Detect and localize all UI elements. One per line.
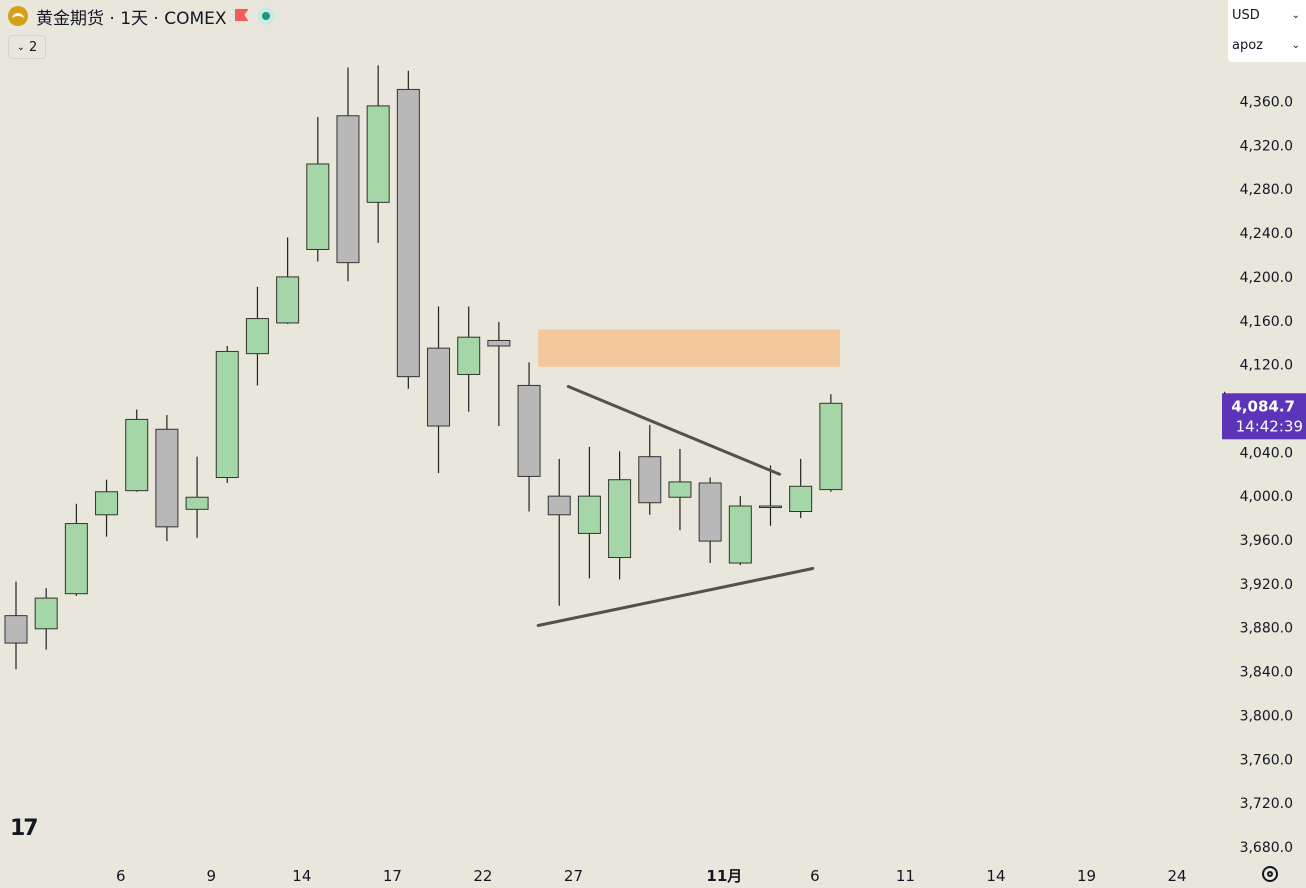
indicators-collapse-button[interactable]: ⌄ 2 — [8, 35, 46, 59]
candle-body — [427, 347, 451, 427]
y-tick-label: 3,680.0 — [1240, 840, 1293, 856]
candle-body — [759, 505, 782, 509]
chevron-down-icon: ⌄ — [1291, 9, 1300, 21]
candle-body — [276, 276, 300, 324]
settings-icon[interactable] — [1262, 866, 1278, 882]
chevron-down-icon: ⌄ — [16, 41, 26, 53]
candle-body — [245, 318, 269, 355]
y-tick-label: 4,160.0 — [1240, 314, 1293, 330]
countdown-timer: 14:42:39 — [1236, 417, 1303, 435]
unit-value: apoz — [1232, 37, 1263, 53]
x-tick-label: 17 — [383, 867, 402, 885]
candle-body — [668, 481, 692, 498]
y-tick-label: 4,280.0 — [1240, 182, 1293, 198]
candle-body — [396, 88, 420, 378]
candle-body — [336, 115, 360, 264]
currency-value: USD — [1232, 7, 1260, 23]
x-tick-label: 22 — [473, 867, 492, 885]
symbol-title[interactable]: 黄金期货 · 1天 · COMEX — [36, 8, 227, 29]
y-tick-label: 3,840.0 — [1240, 665, 1293, 681]
candle-body — [547, 495, 571, 516]
resistance-zone — [538, 329, 840, 367]
y-tick-label: 4,120.0 — [1240, 358, 1293, 374]
trendline — [566, 385, 782, 476]
candle-body — [728, 505, 752, 564]
candle-body — [4, 615, 28, 644]
y-tick-label: 4,320.0 — [1240, 138, 1293, 154]
x-tick-label: 19 — [1077, 867, 1096, 885]
x-tick-label: 11月 — [706, 867, 742, 885]
candle-body — [577, 495, 601, 534]
x-tick-label: 14 — [292, 867, 311, 885]
currency-select[interactable]: USD ⌄ — [1228, 0, 1306, 30]
candle-body — [698, 482, 722, 542]
x-tick-label: 27 — [564, 867, 583, 885]
last-price-value: 4,084.7 — [1231, 397, 1295, 415]
y-tick-label: 3,960.0 — [1240, 533, 1293, 549]
y-tick-label: 4,360.0 — [1240, 95, 1293, 111]
x-tick-label: 11 — [896, 867, 915, 885]
tradingview-logo[interactable]: 17 — [10, 816, 39, 841]
candle-body — [366, 105, 390, 203]
x-tick-label: 6 — [116, 867, 126, 885]
candle-body — [306, 163, 330, 250]
y-tick-label: 4,040.0 — [1240, 445, 1293, 461]
chevron-down-icon: ⌄ — [1291, 39, 1300, 51]
x-tick-label: 6 — [810, 867, 820, 885]
candle-body — [608, 479, 632, 559]
y-tick-label: 3,720.0 — [1240, 796, 1293, 812]
candle-body — [517, 384, 541, 477]
candle-body — [125, 418, 149, 492]
candle-body — [64, 523, 88, 595]
candle-body — [34, 597, 58, 630]
unit-select[interactable]: apoz ⌄ — [1228, 30, 1306, 60]
candle-body — [215, 350, 239, 479]
x-tick-label: 14 — [986, 867, 1005, 885]
trendline — [536, 567, 815, 628]
x-tick-label: 9 — [207, 867, 217, 885]
y-tick-label: 4,000.0 — [1240, 489, 1293, 505]
candle-body — [638, 456, 662, 504]
gold-symbol-icon — [8, 6, 28, 26]
y-tick-label: 4,200.0 — [1240, 270, 1293, 286]
flag-icon[interactable] — [235, 9, 249, 23]
y-tick-label: 3,920.0 — [1240, 577, 1293, 593]
candle-body — [457, 336, 481, 375]
y-tick-label: 3,880.0 — [1240, 621, 1293, 637]
candle-body — [789, 485, 813, 512]
last-price-badge — [1222, 393, 1306, 440]
candle-body — [155, 428, 179, 528]
chart-header: 黄金期货 · 1天 · COMEX — [8, 4, 275, 29]
market-status-icon[interactable] — [256, 7, 275, 25]
y-tick-label: 3,800.0 — [1240, 708, 1293, 724]
candle-body — [185, 496, 209, 510]
indicator-count: 2 — [29, 39, 38, 55]
candle-body — [487, 339, 511, 347]
unit-selectors: USD ⌄ apoz ⌄ — [1228, 0, 1306, 62]
y-tick-label: 4,240.0 — [1240, 226, 1293, 242]
candle-body — [819, 402, 843, 491]
x-tick-label: 24 — [1168, 867, 1187, 885]
candle-body — [95, 491, 119, 516]
y-tick-label: 3,760.0 — [1240, 752, 1293, 768]
